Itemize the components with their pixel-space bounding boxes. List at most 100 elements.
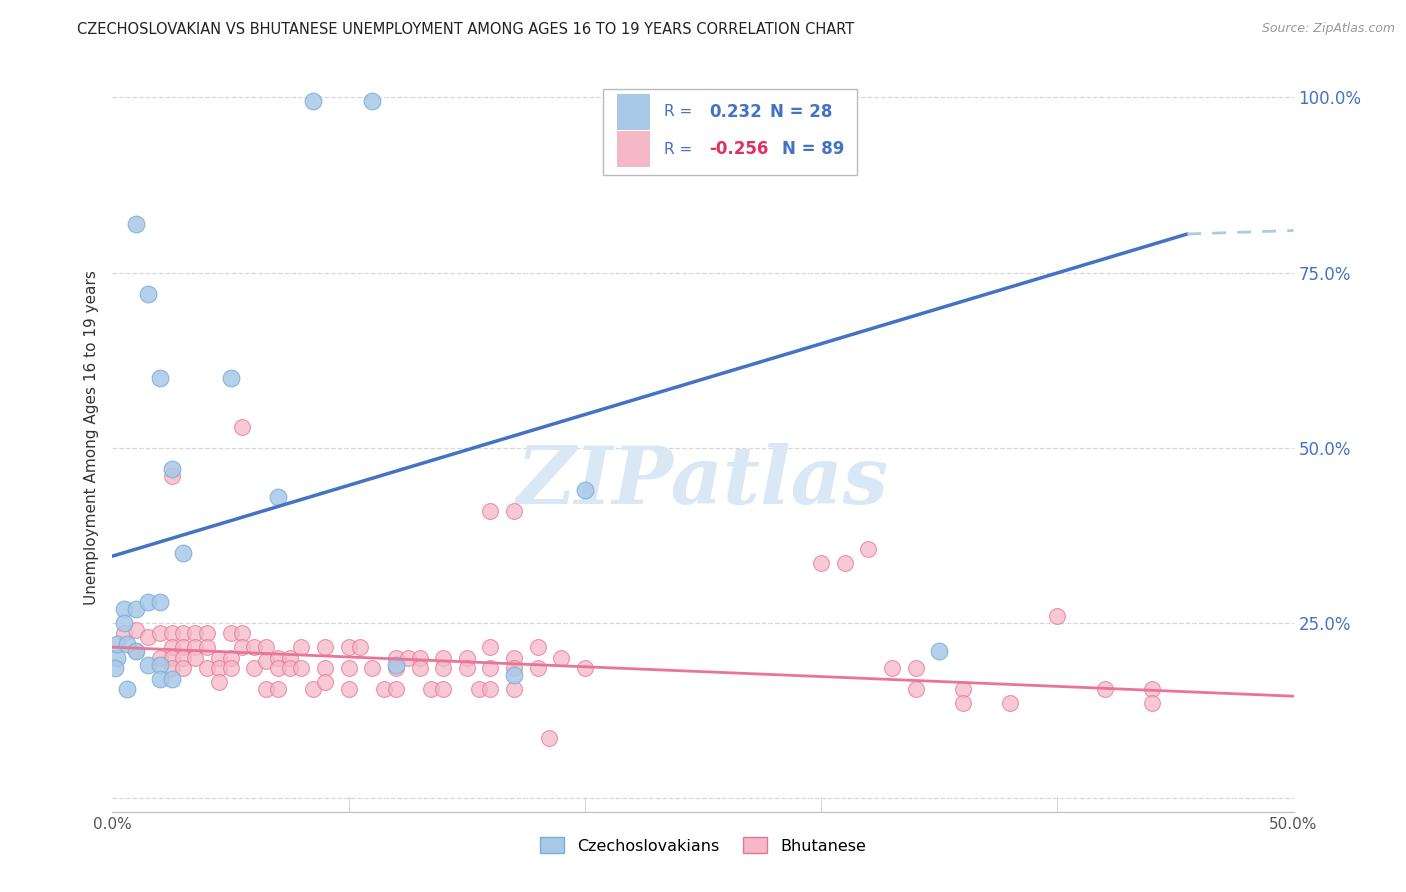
Point [160, 661, 183, 675]
Point [231, 626, 253, 640]
Point [184, 650, 207, 665]
Point [1140, 696, 1163, 710]
Point [314, 675, 336, 690]
Point [456, 650, 478, 665]
Point [550, 650, 572, 665]
Point [208, 650, 231, 665]
Point [408, 661, 430, 675]
Point [385, 657, 408, 672]
Point [928, 643, 950, 657]
Point [125, 217, 148, 231]
Text: Source: ZipAtlas.com: Source: ZipAtlas.com [1261, 22, 1395, 36]
Point [254, 654, 277, 668]
Point [219, 626, 242, 640]
Point [349, 640, 371, 655]
Point [219, 370, 242, 384]
Point [278, 650, 301, 665]
Point [456, 661, 478, 675]
Point [149, 370, 172, 384]
Point [408, 650, 430, 665]
Point [219, 661, 242, 675]
Point [136, 286, 159, 301]
Point [385, 682, 408, 697]
Point [112, 601, 135, 615]
Point [361, 94, 384, 108]
Text: N = 89: N = 89 [782, 140, 845, 159]
Legend: Czechoslovakians, Bhutanese: Czechoslovakians, Bhutanese [534, 830, 872, 860]
Point [810, 556, 832, 570]
Point [267, 661, 290, 675]
Point [574, 661, 596, 675]
Point [337, 682, 360, 697]
Point [1046, 608, 1069, 623]
Point [243, 661, 266, 675]
Text: N = 28: N = 28 [770, 103, 832, 121]
Point [195, 661, 218, 675]
Point [302, 682, 325, 697]
Point [503, 650, 526, 665]
Point [526, 661, 548, 675]
Point [208, 661, 231, 675]
Point [432, 661, 454, 675]
Point [538, 731, 561, 746]
FancyBboxPatch shape [603, 88, 856, 175]
Text: CZECHOSLOVAKIAN VS BHUTANESE UNEMPLOYMENT AMONG AGES 16 TO 19 YEARS CORRELATION : CZECHOSLOVAKIAN VS BHUTANESE UNEMPLOYMEN… [77, 22, 855, 37]
Point [149, 672, 172, 686]
Text: -0.256: -0.256 [709, 140, 768, 159]
Text: 0.232: 0.232 [709, 103, 762, 121]
Point [396, 650, 419, 665]
Point [136, 594, 159, 608]
Point [160, 461, 183, 475]
Point [385, 650, 408, 665]
Point [503, 661, 526, 675]
Point [160, 626, 183, 640]
Point [112, 626, 135, 640]
Point [219, 650, 242, 665]
Point [115, 637, 138, 651]
Point [184, 640, 207, 655]
Point [172, 661, 194, 675]
Point [998, 696, 1021, 710]
Point [243, 640, 266, 655]
Point [125, 643, 148, 657]
Point [432, 650, 454, 665]
Point [160, 468, 183, 483]
Point [503, 682, 526, 697]
Point [267, 650, 290, 665]
Point [314, 661, 336, 675]
Point [160, 640, 183, 655]
Point [125, 623, 148, 637]
Point [479, 640, 502, 655]
Point [361, 661, 384, 675]
Point [503, 668, 526, 682]
Point [195, 640, 218, 655]
Point [574, 483, 596, 497]
Point [125, 643, 148, 657]
Point [125, 601, 148, 615]
Point [136, 657, 159, 672]
Point [302, 94, 325, 108]
Point [337, 661, 360, 675]
Point [105, 637, 128, 651]
Point [904, 661, 927, 675]
Bar [617, 131, 650, 168]
Point [160, 672, 183, 686]
Point [467, 682, 489, 697]
Point [337, 640, 360, 655]
Point [420, 682, 443, 697]
Point [149, 650, 172, 665]
Point [208, 675, 231, 690]
Point [479, 503, 502, 517]
Point [479, 661, 502, 675]
Point [904, 682, 927, 697]
Point [952, 696, 974, 710]
Point [172, 626, 194, 640]
Point [373, 682, 395, 697]
Point [105, 650, 128, 665]
Point [112, 615, 135, 630]
Point [503, 503, 526, 517]
Point [149, 657, 172, 672]
Point [254, 682, 277, 697]
Point [834, 556, 856, 570]
Point [432, 682, 454, 697]
